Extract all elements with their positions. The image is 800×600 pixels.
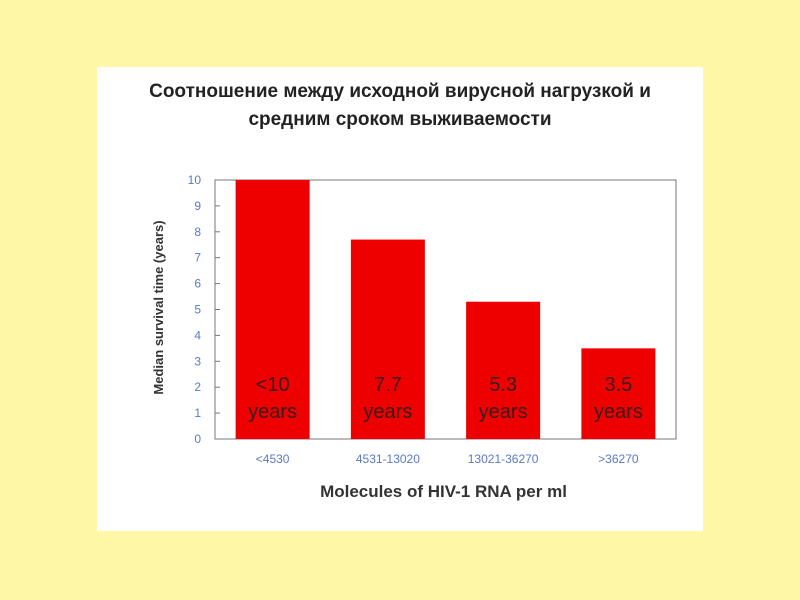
bar-value-label: years [363,401,412,423]
y-tick-label: 10 [188,173,202,187]
y-tick-label: 9 [194,199,201,213]
y-tick-label: 6 [194,277,201,291]
bar [581,348,656,439]
y-tick-label: 5 [194,303,201,317]
y-tick-label: 0 [194,432,201,446]
y-tick-label: 3 [194,354,201,368]
slide-panel: Соотношение между исходной вирусной нагр… [97,67,703,531]
x-axis-title: Molecules of HIV-1 RNA per ml [320,482,567,501]
bar [235,180,310,439]
bar-value-label: 5.3 [489,374,517,396]
bar-value-label: 7.7 [374,374,402,396]
bar-value-label: years [479,401,528,423]
bar-value-label: 3.5 [604,374,632,396]
bar [466,301,541,439]
bar-value-label: years [594,401,643,423]
x-category-label: 13021-36270 [468,452,539,466]
bar-chart: 0 1 2 3 4 5 6 7 8 9 10 <10 years <4530 7.7 years 4531-13… [151,173,677,501]
bar-value-label: years [248,401,297,423]
y-tick-label: 7 [194,251,201,265]
bar-value-label: <10 [256,374,290,396]
y-tick-label: 4 [194,328,201,342]
y-axis-title: Median survival time (years) [151,220,166,394]
bar [350,239,425,439]
slide-title-line-2: средним сроком выживаемости [248,109,552,130]
y-tick-label: 8 [194,225,201,239]
x-category-label: <4530 [256,452,290,466]
slide-title-line-1: Соотношение между исходной вирусной нагр… [149,81,651,102]
x-category-label: >36270 [598,452,639,466]
y-tick-label: 1 [194,406,201,420]
x-category-label: 4531-13020 [356,452,420,466]
y-tick-label: 2 [194,380,201,394]
